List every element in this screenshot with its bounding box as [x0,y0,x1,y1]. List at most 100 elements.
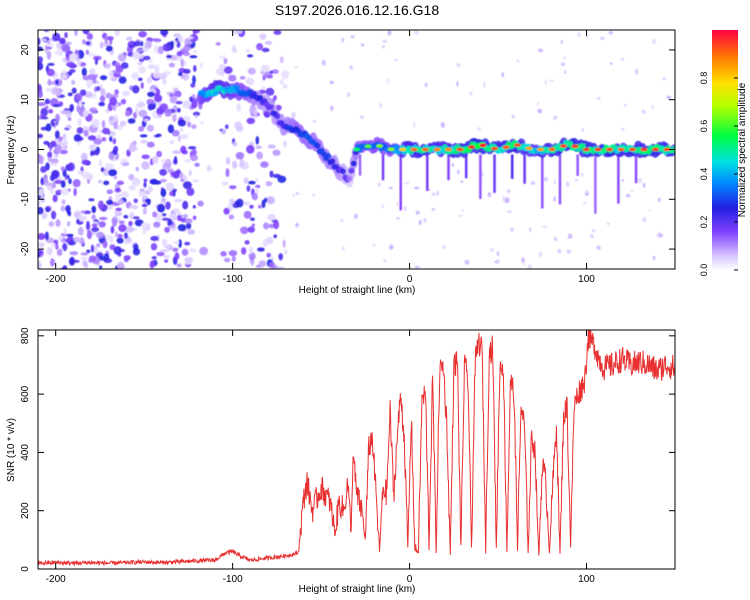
speckle-blob [152,72,162,79]
signal-peak [399,147,406,152]
speckle-blob [251,192,258,201]
speckle-blob [149,260,155,269]
speckle-blob [84,171,90,179]
speckle-blob [382,45,385,49]
spectrogram-heatmap [38,30,675,269]
speckle-blob [200,120,204,125]
speckle-blob [236,30,243,34]
speckle-blob [108,70,114,79]
speckle-blob [136,62,143,66]
speckle-blob [144,40,152,49]
speckle-blob [239,157,245,167]
spectrogram-x-axis: -200 -100 0 100 [46,30,595,285]
speckle-blob [510,227,514,233]
speckle-blob [223,66,233,74]
speckle-blob [630,189,634,192]
speckle-blob [388,186,393,190]
speckle-blob [57,235,63,241]
speckle-blob [142,207,147,215]
speckle-blob [65,205,71,213]
speckle-blob [267,144,276,149]
speckle-blob [146,76,152,84]
speckle-blob [38,233,46,240]
speckle-blob [184,159,191,164]
speckle-blob [191,124,197,129]
speckle-blob [240,226,249,235]
speckle-blob [77,170,85,175]
speckle-blob [537,108,543,114]
speckle-blob [160,30,169,36]
speckle-blob [564,70,567,74]
speckle-blob [77,226,84,236]
speckle-blob [496,250,500,257]
speckle-blob [225,157,231,166]
speckle-blob [69,104,74,112]
speckle-blob [507,209,512,214]
speckle-blob [164,259,169,263]
speckle-blob [38,249,43,255]
speckle-blob [95,86,101,92]
speckle-blob [99,95,106,103]
speckle-blob [273,95,277,101]
speckle-blob [67,162,75,172]
speckle-blob [100,75,108,81]
speckle-blob [127,118,136,124]
speckle-blob [125,226,134,233]
speckle-blob [51,181,56,189]
speckle-blob [243,210,252,219]
speckle-blob [40,177,44,186]
speckle-blob [199,62,203,69]
speckle-blob [67,210,72,217]
speckle-blob [272,149,281,156]
speckle-blob [86,249,91,253]
speckle-blob [156,251,165,257]
speckle-blob [96,243,101,248]
speckle-blob [396,217,401,220]
speckle-blob [177,224,187,232]
speckle-blob [396,201,399,207]
speckle-blob [257,247,265,252]
speckle-blob [81,67,87,77]
speckle-blob [45,206,51,213]
speckle-blob [109,36,113,45]
speckle-blob [51,242,56,248]
speckle-blob [143,118,149,123]
speckle-blob [431,192,437,197]
speckle-blob [261,199,266,209]
speckle-blob [176,169,181,175]
speckle-blob [65,175,70,179]
speckle-blob [114,30,120,37]
speckle-blob [123,214,129,219]
speckle-blob [97,200,104,210]
spectrogram-y-label: Frequency (Hz) [6,116,17,185]
speckle-blob [265,87,275,96]
speckle-blob [265,181,273,187]
speckle-blob [451,163,455,167]
speckle-blob [117,261,125,269]
speckle-blob [65,124,72,129]
speckle-blob [192,205,196,209]
colorbar-ticks: 0.0 0.2 0.4 0.6 0.8 [699,72,738,276]
speckle-blob [60,110,69,115]
speckle-blob [112,105,117,111]
speckle-blob [487,191,492,198]
speckle-blob [193,30,200,34]
speckle-blob [191,94,196,99]
speckle-blob [110,77,118,82]
speckle-blob [267,74,274,79]
speckle-blob [268,261,276,269]
speckle-blob [219,55,226,60]
speckle-blob [60,205,66,212]
speckle-blob [169,140,174,145]
signal-peak [376,144,383,148]
speckle-blob [79,237,85,245]
speckle-blob [383,259,387,263]
speckle-blob [349,65,354,70]
speckle-blob [189,248,197,253]
speckle-blob [620,57,625,61]
speckle-blob [79,89,87,96]
speckle-blob [182,214,189,218]
speckle-blob [138,190,146,197]
speckle-blob [173,198,183,203]
speckle-blob [188,146,197,150]
